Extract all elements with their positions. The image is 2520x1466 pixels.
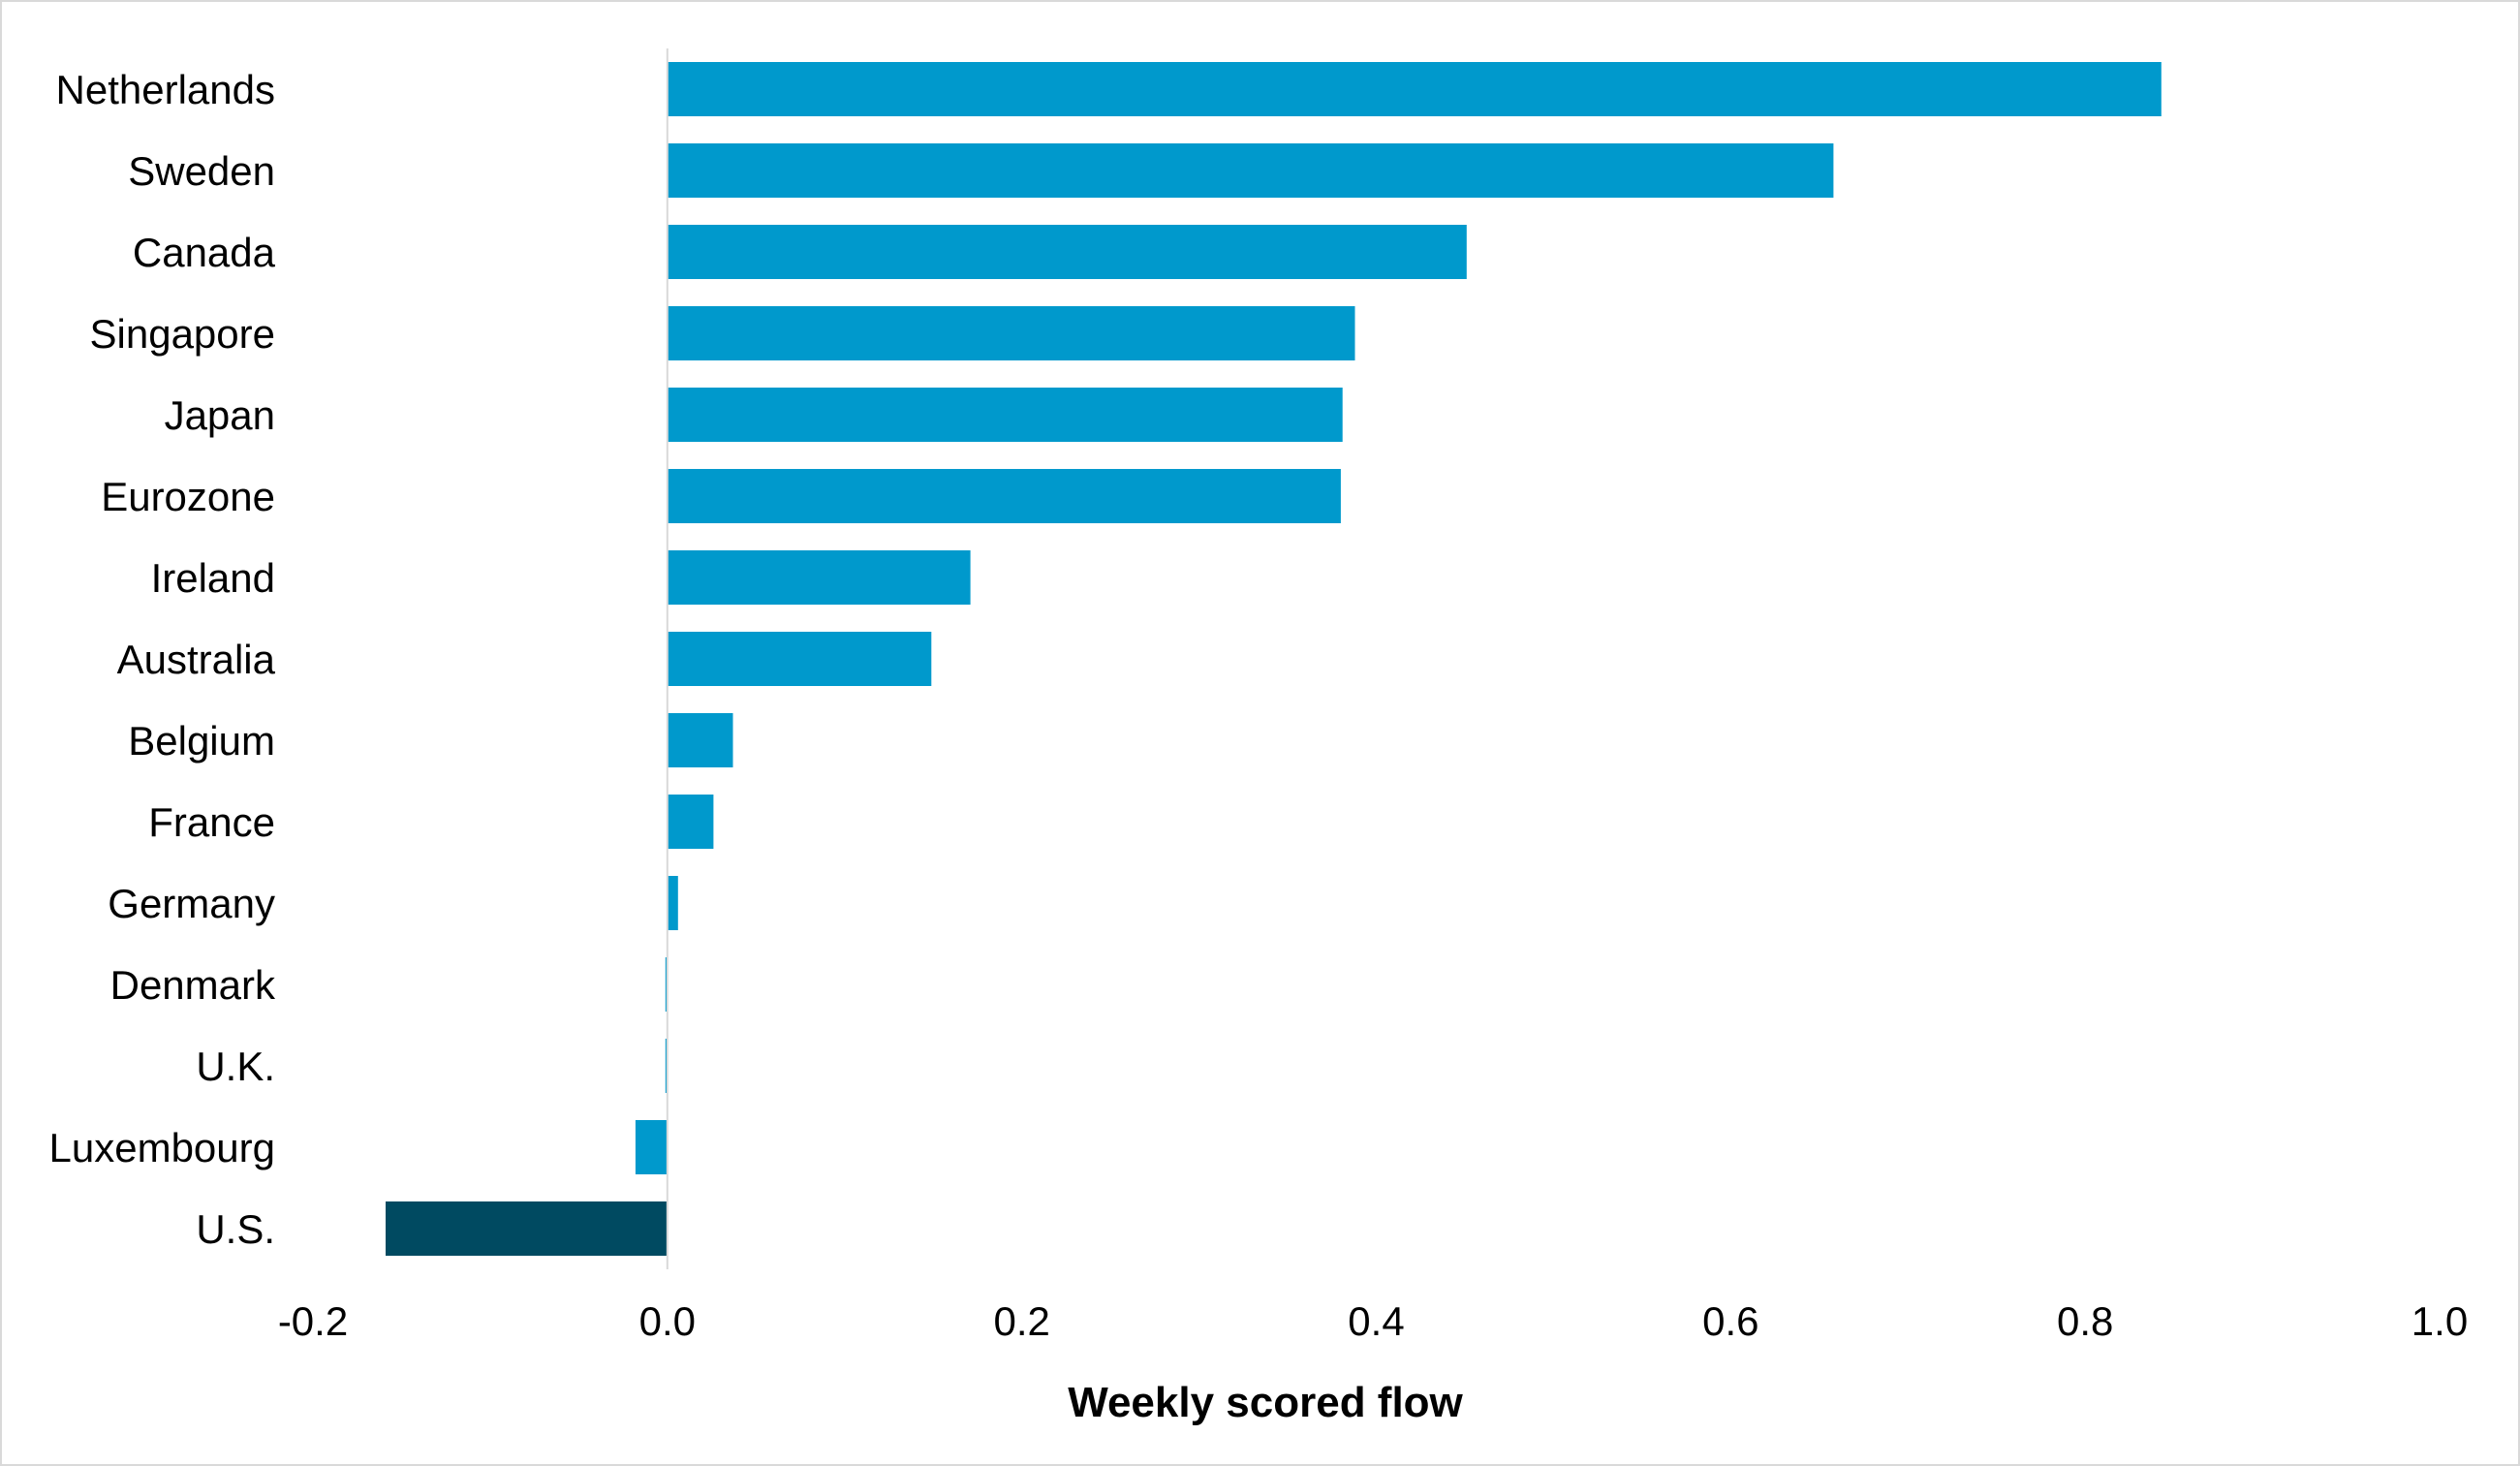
x-tick-label: 0.4 [1348, 1298, 1404, 1344]
category-label: Singapore [90, 311, 275, 357]
bar-u-s [386, 1201, 668, 1256]
category-label: Japan [165, 392, 275, 438]
x-tick-label: 1.0 [2411, 1298, 2468, 1344]
x-tick-label: 0.2 [994, 1298, 1050, 1344]
category-label: Eurozone [101, 474, 275, 519]
category-label: Australia [117, 637, 276, 682]
bar-singapore [667, 306, 1355, 360]
bar-eurozone [667, 469, 1341, 523]
x-tick-label: 0.6 [1702, 1298, 1758, 1344]
bar-sweden [667, 143, 1834, 198]
bar-luxembourg [635, 1120, 668, 1174]
bar-netherlands [667, 62, 2162, 116]
x-tick-label: 0.8 [2057, 1298, 2113, 1344]
bar-ireland [667, 550, 971, 605]
bar-japan [667, 388, 1343, 442]
x-tick-label: -0.2 [278, 1298, 348, 1344]
category-label: Denmark [110, 962, 276, 1008]
bar-france [667, 795, 714, 849]
category-label: Ireland [151, 555, 275, 601]
category-label: Canada [133, 230, 276, 275]
bar-u-k [665, 1039, 668, 1093]
category-label: Sweden [128, 148, 275, 194]
category-label: Belgium [128, 718, 275, 764]
x-tick-label: 0.0 [639, 1298, 696, 1344]
x-tick-labels: -0.2 0.0 0.2 0.4 0.6 0.8 1.0 [278, 1298, 2468, 1344]
x-axis-title: Weekly scored flow [1068, 1379, 1463, 1426]
bars-layer [386, 62, 2162, 1256]
bar-belgium [667, 713, 733, 767]
bar-australia [667, 632, 932, 686]
category-label: Luxembourg [49, 1125, 275, 1170]
category-label: Germany [108, 881, 275, 926]
category-label: Netherlands [56, 67, 275, 112]
category-label: U.K. [196, 1044, 275, 1089]
bar-germany [667, 876, 678, 930]
category-label: U.S. [196, 1206, 275, 1252]
bar-denmark [665, 957, 668, 1012]
category-label: France [148, 799, 275, 845]
category-labels: Netherlands Sweden Canada Singapore Japan Eur… [49, 67, 276, 1252]
bar-canada [667, 225, 1467, 279]
